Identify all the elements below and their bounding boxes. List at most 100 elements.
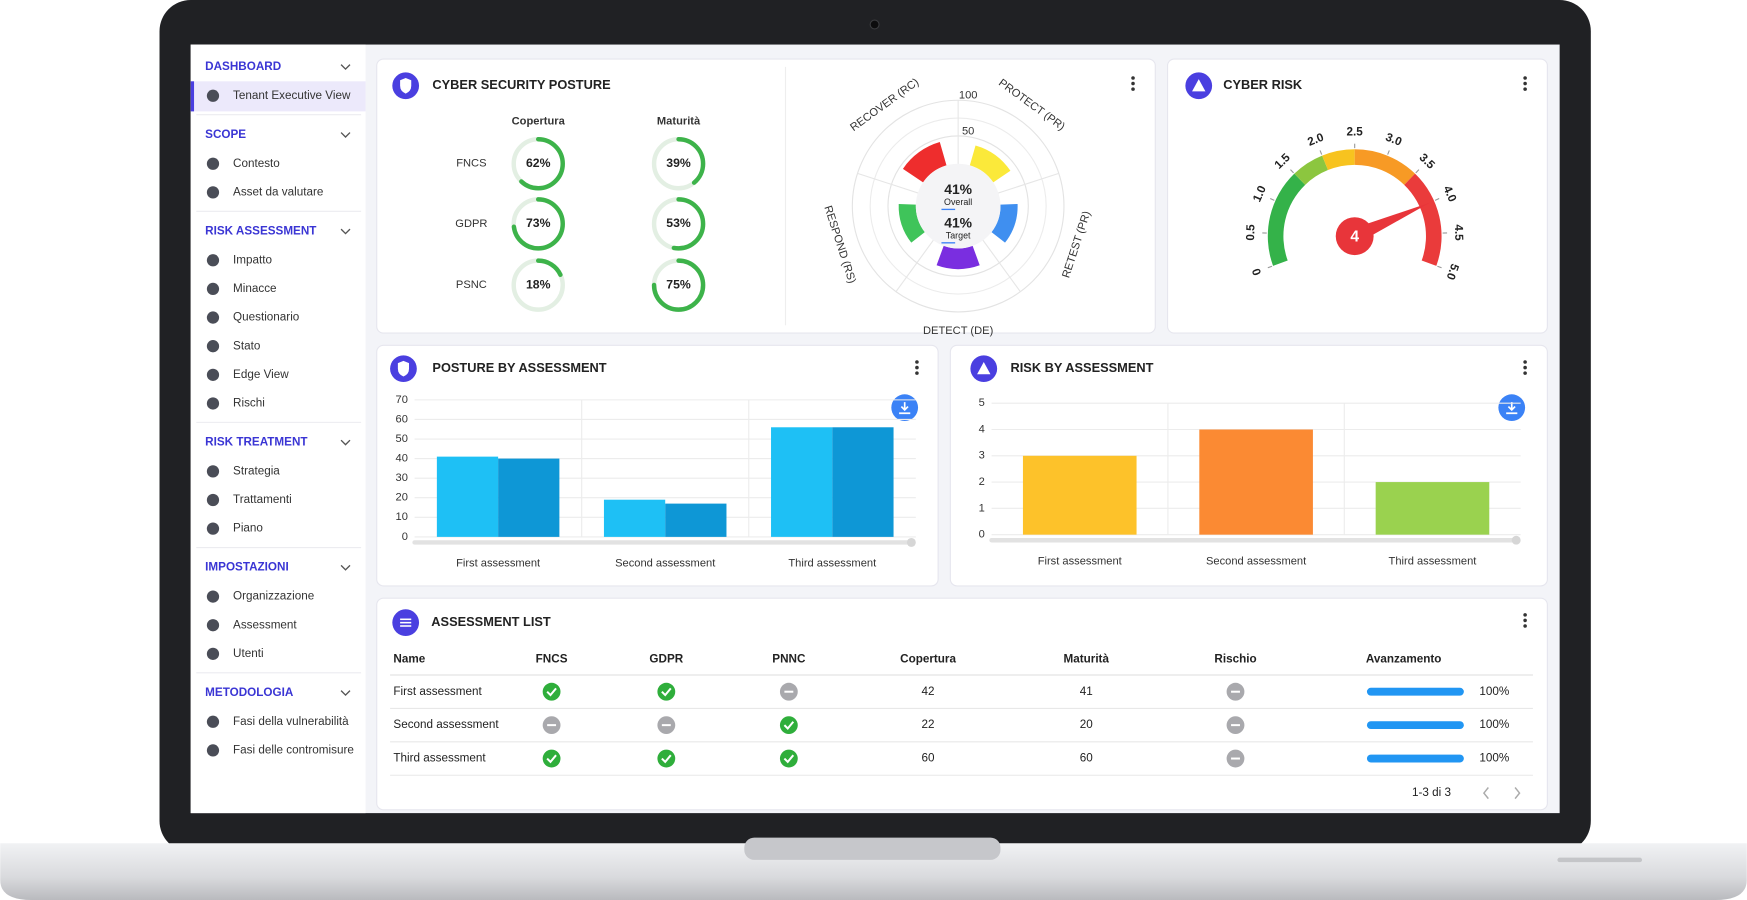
menu-dot: [1523, 360, 1527, 364]
ring-arc: [511, 197, 565, 251]
more-menu[interactable]: [1523, 360, 1527, 375]
gauge-tick-label: 3.0: [1384, 131, 1404, 149]
menu-item[interactable]: Stato: [233, 339, 261, 352]
gauge-band: [1294, 155, 1328, 185]
gauge-tick: [1290, 169, 1294, 174]
section-title[interactable]: SCOPE: [205, 128, 246, 141]
download-button[interactable]: [891, 394, 919, 422]
menu-icon: [206, 522, 220, 535]
ring-label: 39%: [666, 156, 691, 170]
r-tick-label: 50: [962, 125, 974, 137]
ring-arc: [651, 197, 706, 251]
progress-label: 100%: [1479, 685, 1509, 698]
gauge-tick-label: 4.5: [1452, 224, 1466, 241]
menu-item[interactable]: Impatto: [233, 253, 272, 266]
bar: [1022, 455, 1137, 535]
menu-dot: [915, 365, 919, 370]
progress-bar: [1366, 754, 1464, 763]
menu-item[interactable]: Questionario: [233, 311, 300, 324]
card: [376, 58, 1156, 334]
bar: [498, 458, 560, 537]
y-tick-label: 10: [396, 511, 408, 523]
menu-icon: [206, 368, 220, 381]
bar: [771, 427, 833, 537]
check-glyph: [661, 754, 672, 764]
card-title: CYBER SECURITY POSTURE: [432, 77, 611, 92]
menu-icon: [206, 715, 220, 728]
more-menu[interactable]: [1523, 76, 1527, 91]
ring-label: 75%: [666, 277, 691, 291]
table-cell: 20: [1080, 718, 1093, 731]
gauge-tick-label: 5.0: [1443, 262, 1461, 282]
table-header: PNNC: [772, 652, 806, 665]
prev-page[interactable]: [1482, 787, 1489, 800]
menu-item[interactable]: Fasi della vulnerabilità: [233, 715, 349, 728]
center-value: 41%: [944, 181, 972, 197]
status-ok: [657, 682, 676, 701]
y-tick-label: 60: [396, 413, 408, 425]
y-tick-label: 5: [979, 397, 985, 409]
y-tick-label: 50: [396, 433, 408, 445]
menu-item[interactable]: Organizzazione: [233, 590, 314, 603]
section-title[interactable]: RISK ASSESSMENT: [205, 224, 317, 237]
gauge-band: [1404, 173, 1442, 266]
table-header: Name: [393, 652, 425, 665]
polar-hole: [915, 163, 1001, 249]
polar-sector: [902, 142, 947, 183]
menu-item[interactable]: Minacce: [233, 282, 277, 295]
ring-arc: [651, 258, 706, 312]
more-menu[interactable]: [1523, 613, 1527, 628]
menu-item[interactable]: Contesto: [233, 157, 280, 170]
bar: [665, 503, 727, 537]
warning-glyph: [977, 362, 991, 375]
menu-item[interactable]: Rischi: [233, 397, 265, 410]
ring-label: 53%: [666, 216, 691, 230]
menu-item[interactable]: Edge View: [233, 368, 289, 381]
ring-arc: [511, 137, 565, 191]
section-title[interactable]: IMPOSTAZIONI: [205, 561, 289, 574]
gauge-tick: [1434, 198, 1440, 201]
chevron: [340, 690, 351, 696]
menu-item[interactable]: Utenti: [233, 647, 264, 660]
download-button[interactable]: [1498, 394, 1526, 422]
menu-dot: [1523, 87, 1527, 91]
menu-item[interactable]: Asset da valutare: [233, 185, 323, 198]
menu-item[interactable]: Assessment: [233, 618, 297, 631]
bar: [603, 499, 666, 537]
more-menu[interactable]: [1131, 76, 1135, 91]
y-tick-label: 70: [396, 394, 408, 406]
gauge-tick: [1319, 150, 1323, 155]
gauge-tick-label: 4.0: [1440, 184, 1459, 205]
gauge-tick: [1415, 169, 1420, 174]
menu-dot: [1523, 618, 1527, 623]
bar: [436, 456, 499, 537]
table-cell: 42: [922, 685, 935, 698]
menu-icon: [206, 340, 220, 353]
pagination-info: 1-3 di 3: [1412, 786, 1451, 799]
menu-item[interactable]: Trattamenti: [233, 493, 292, 506]
menu-icon: [206, 647, 220, 660]
menu-dot: [1523, 371, 1527, 375]
section-title[interactable]: RISK TREATMENT: [205, 436, 308, 449]
row-label: PSNC: [456, 279, 487, 291]
section-title[interactable]: DASHBOARD: [205, 60, 281, 73]
menu-icon: [206, 619, 220, 632]
more-menu[interactable]: [915, 360, 919, 375]
chevron: [340, 228, 351, 235]
menu-dot: [1523, 365, 1527, 370]
menu-dot: [1131, 81, 1135, 86]
card: [376, 597, 1548, 811]
menu-item[interactable]: Piano: [233, 522, 263, 535]
gauge-hub: [1335, 217, 1374, 256]
section-title[interactable]: METODOLOGIA: [205, 686, 294, 699]
next-page[interactable]: [1514, 787, 1521, 800]
card: [1167, 58, 1548, 334]
gauge-band: [1267, 173, 1306, 266]
menu-item[interactable]: Fasi delle contromisure: [233, 744, 354, 757]
gauge-value: 4: [1350, 228, 1359, 245]
menu-item[interactable]: Strategia: [233, 464, 280, 477]
bar: [1199, 429, 1313, 535]
shield-glyph: [397, 360, 410, 377]
menu-item[interactable]: Tenant Executive View: [233, 89, 351, 102]
